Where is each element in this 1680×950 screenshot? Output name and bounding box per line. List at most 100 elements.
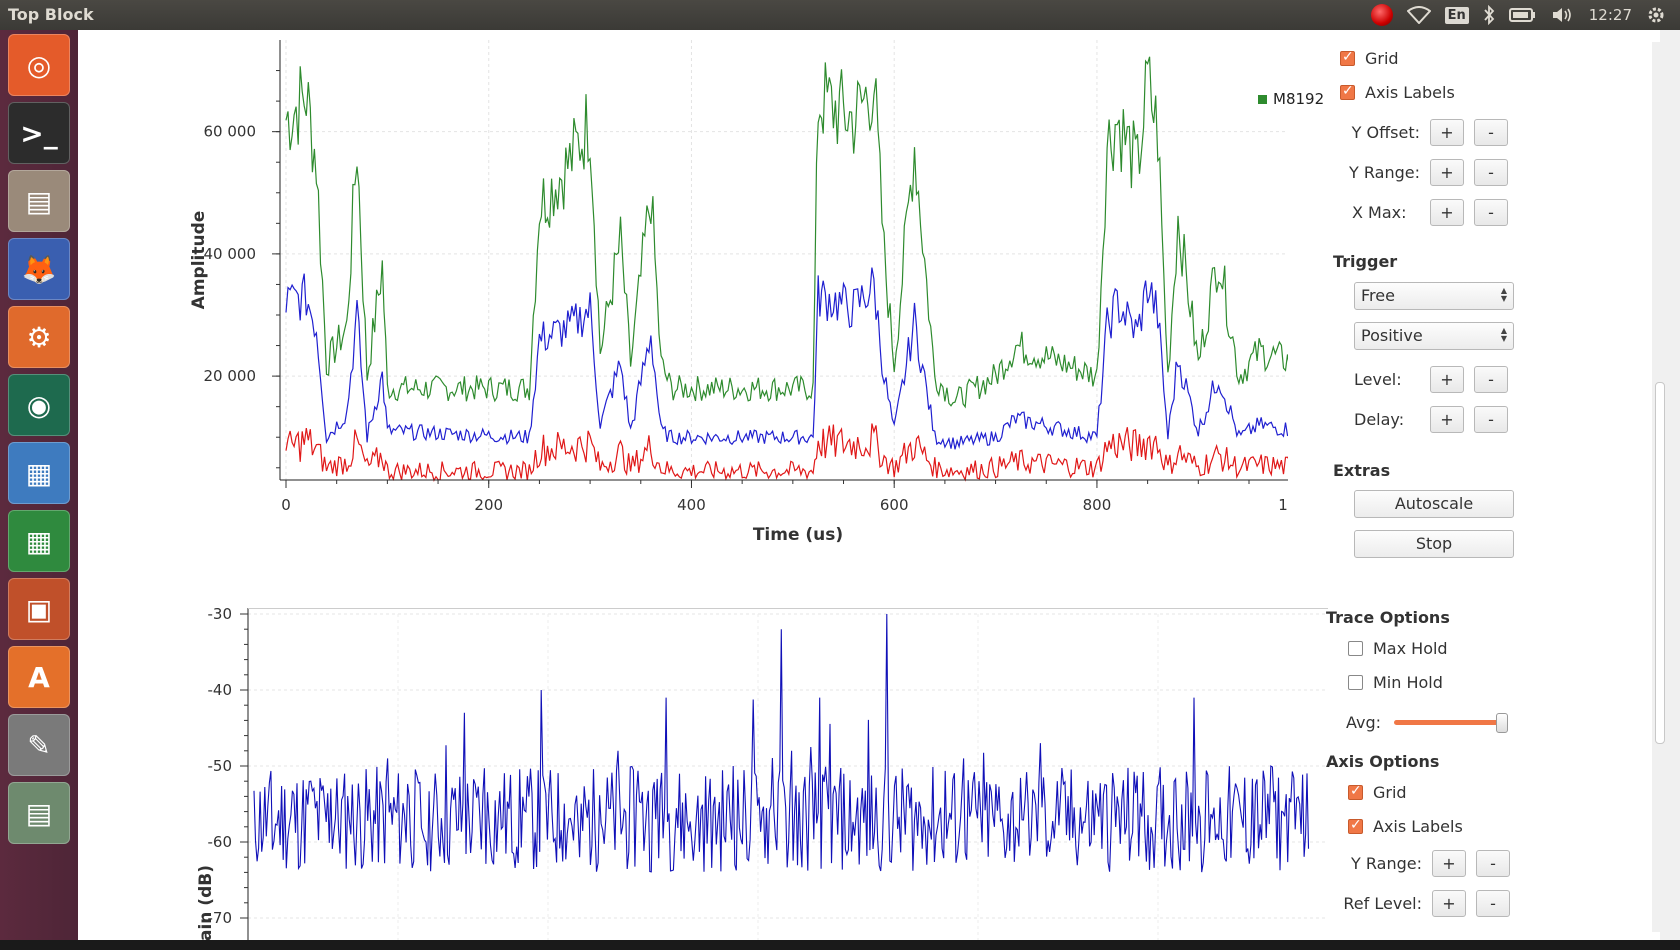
impress-icon-glyph: ▣ (25, 592, 53, 626)
ref-level-minus-button[interactable]: - (1476, 889, 1510, 917)
freq-y-tick-label: -70 (208, 909, 233, 927)
freq-y-tick-label: -30 (208, 608, 233, 623)
autoscale-button[interactable]: Autoscale (1354, 490, 1514, 518)
y-range-plus-button[interactable]: + (1430, 158, 1464, 186)
max-hold-toggle[interactable]: Max Hold (1348, 633, 1448, 663)
frequency-plot-ylabel: Gain (dB) (196, 865, 216, 940)
time-controls-panel: Grid Axis Labels Y Offset:+- Y Range:+- … (1330, 30, 1650, 560)
frequency-controls-panel: Trace Options Max Hold Min Hold Avg: Axi… (1322, 600, 1642, 940)
level-row: Level: + - (1330, 364, 1580, 394)
gnuradio-icon-glyph: ⚙ (26, 320, 52, 354)
ref-level-row: Ref Level: + - (1322, 888, 1582, 918)
avg-label: Avg: (1346, 712, 1382, 732)
axis-labels-toggle[interactable]: Axis Labels (1340, 77, 1455, 107)
x-max-row: X Max: + - (1330, 197, 1580, 227)
grid-checkbox[interactable] (1340, 49, 1355, 66)
keyboard-layout-indicator[interactable]: En (1444, 6, 1469, 24)
camera-icon-glyph: ◉ (26, 388, 52, 422)
y-range-minus-button[interactable]: - (1474, 158, 1508, 186)
y-offset-label: Y Offset: (1351, 122, 1420, 142)
trigger-slope-select[interactable]: Positive ▲ ▼ (1354, 322, 1514, 350)
settings-icon[interactable]: ✎ (8, 714, 70, 776)
y-offset-minus-button[interactable]: - (1474, 118, 1508, 146)
x-max-plus-button[interactable]: + (1430, 198, 1464, 226)
delay-minus-button[interactable]: - (1474, 405, 1508, 433)
archive-icon-glyph: ▤ (25, 796, 53, 830)
stop-button[interactable]: Stop (1354, 530, 1514, 558)
record-indicator-icon[interactable] (1370, 4, 1393, 26)
x-max-minus-button[interactable]: - (1474, 198, 1508, 226)
avg-slider-track[interactable] (1394, 720, 1504, 725)
freq-grid-toggle[interactable]: Grid (1348, 777, 1407, 807)
camera-icon[interactable]: ◉ (8, 374, 70, 436)
writer-icon[interactable]: ▦ (8, 442, 70, 504)
min-hold-checkbox[interactable] (1348, 674, 1363, 690)
gnuradio-icon[interactable]: ⚙ (8, 306, 70, 368)
max-hold-checkbox[interactable] (1348, 640, 1363, 656)
grid-label: Grid (1365, 48, 1399, 68)
time-series-1 (285, 267, 1288, 450)
system-settings-icon[interactable] (1646, 5, 1666, 25)
level-plus-button[interactable]: + (1430, 365, 1464, 393)
calc-icon-glyph: ▦ (25, 524, 53, 558)
software-center-icon-glyph: A (28, 660, 50, 694)
freq-y-range-plus-button[interactable]: + (1432, 849, 1466, 877)
level-minus-button[interactable]: - (1474, 365, 1508, 393)
freq-axis-labels-toggle[interactable]: Axis Labels (1348, 811, 1463, 841)
terminal-icon-glyph: >_ (20, 116, 58, 150)
freq-axis-labels-label: Axis Labels (1373, 816, 1463, 836)
settings-icon-glyph: ✎ (27, 728, 51, 762)
spin-arrows-icon: ▲ ▼ (1500, 326, 1507, 343)
y-range-label: Y Range: (1349, 162, 1420, 182)
firefox-icon[interactable]: 🦊 (8, 238, 70, 300)
time-plot-ylabel: Amplitude (189, 211, 209, 310)
freq-grid-label: Grid (1373, 782, 1407, 802)
archive-icon[interactable]: ▤ (8, 782, 70, 844)
firefox-icon-glyph: 🦊 (21, 252, 57, 286)
bluetooth-icon[interactable] (1483, 5, 1495, 25)
clock[interactable]: 12:27 (1588, 6, 1632, 24)
files-icon[interactable]: ▤ (8, 170, 70, 232)
freq-y-range-label: Y Range: (1351, 853, 1422, 873)
freq-y-range-minus-button[interactable]: - (1476, 849, 1510, 877)
software-center-icon[interactable]: A (8, 646, 70, 708)
time-plot-legend: M8192 (1258, 90, 1324, 108)
y-offset-plus-button[interactable]: + (1430, 118, 1464, 146)
time-plot[interactable]: 0 200 400 600 800 1 000 20 000 40 000 60 000 Tim… (108, 40, 1288, 560)
freq-y-range-row: Y Range: + - (1322, 848, 1582, 878)
trigger-mode-select[interactable]: Free ▲ ▼ (1354, 282, 1514, 310)
x-tick-label: 400 (677, 496, 706, 514)
freq-grid-checkbox[interactable] (1348, 783, 1363, 800)
volume-icon[interactable] (1551, 6, 1575, 24)
ref-level-label: Ref Level: (1343, 893, 1422, 913)
freq-axis-labels-checkbox[interactable] (1348, 817, 1363, 834)
trigger-mode-value: Free (1361, 286, 1395, 305)
freq-y-tick-label: -40 (208, 681, 233, 699)
ubuntu-dash-icon[interactable]: ◎ (8, 34, 70, 96)
frequency-plot[interactable]: -30 -40 -50 -60 -70 Gain (dB) (108, 608, 1338, 940)
ref-level-plus-button[interactable]: + (1432, 889, 1466, 917)
x-tick-label: 800 (1083, 496, 1112, 514)
scrollbar-thumb[interactable] (1655, 382, 1665, 744)
min-hold-label: Min Hold (1373, 672, 1443, 692)
spin-arrows-icon: ▲ ▼ (1500, 286, 1507, 303)
delay-label: Delay: (1354, 409, 1405, 429)
frequency-series (253, 613, 1310, 873)
min-hold-toggle[interactable]: Min Hold (1348, 667, 1443, 697)
legend-label: M8192 (1273, 90, 1325, 108)
wifi-icon[interactable] (1406, 6, 1431, 24)
system-tray: En 12:27 (1370, 0, 1680, 30)
y-tick-label: 40 000 (204, 245, 257, 263)
legend-swatch (1258, 94, 1267, 104)
delay-plus-button[interactable]: + (1430, 405, 1464, 433)
avg-slider-handle[interactable] (1496, 713, 1508, 733)
grid-toggle[interactable]: Grid (1340, 43, 1399, 73)
vertical-scrollbar[interactable] (1652, 42, 1666, 932)
terminal-icon[interactable]: >_ (8, 102, 70, 164)
axis-labels-checkbox[interactable] (1340, 83, 1355, 100)
time-series-2 (285, 423, 1288, 482)
calc-icon[interactable]: ▦ (8, 510, 70, 572)
impress-icon[interactable]: ▣ (8, 578, 70, 640)
battery-icon[interactable] (1508, 7, 1537, 23)
top-panel: Top Block En 12:27 (0, 0, 1680, 30)
